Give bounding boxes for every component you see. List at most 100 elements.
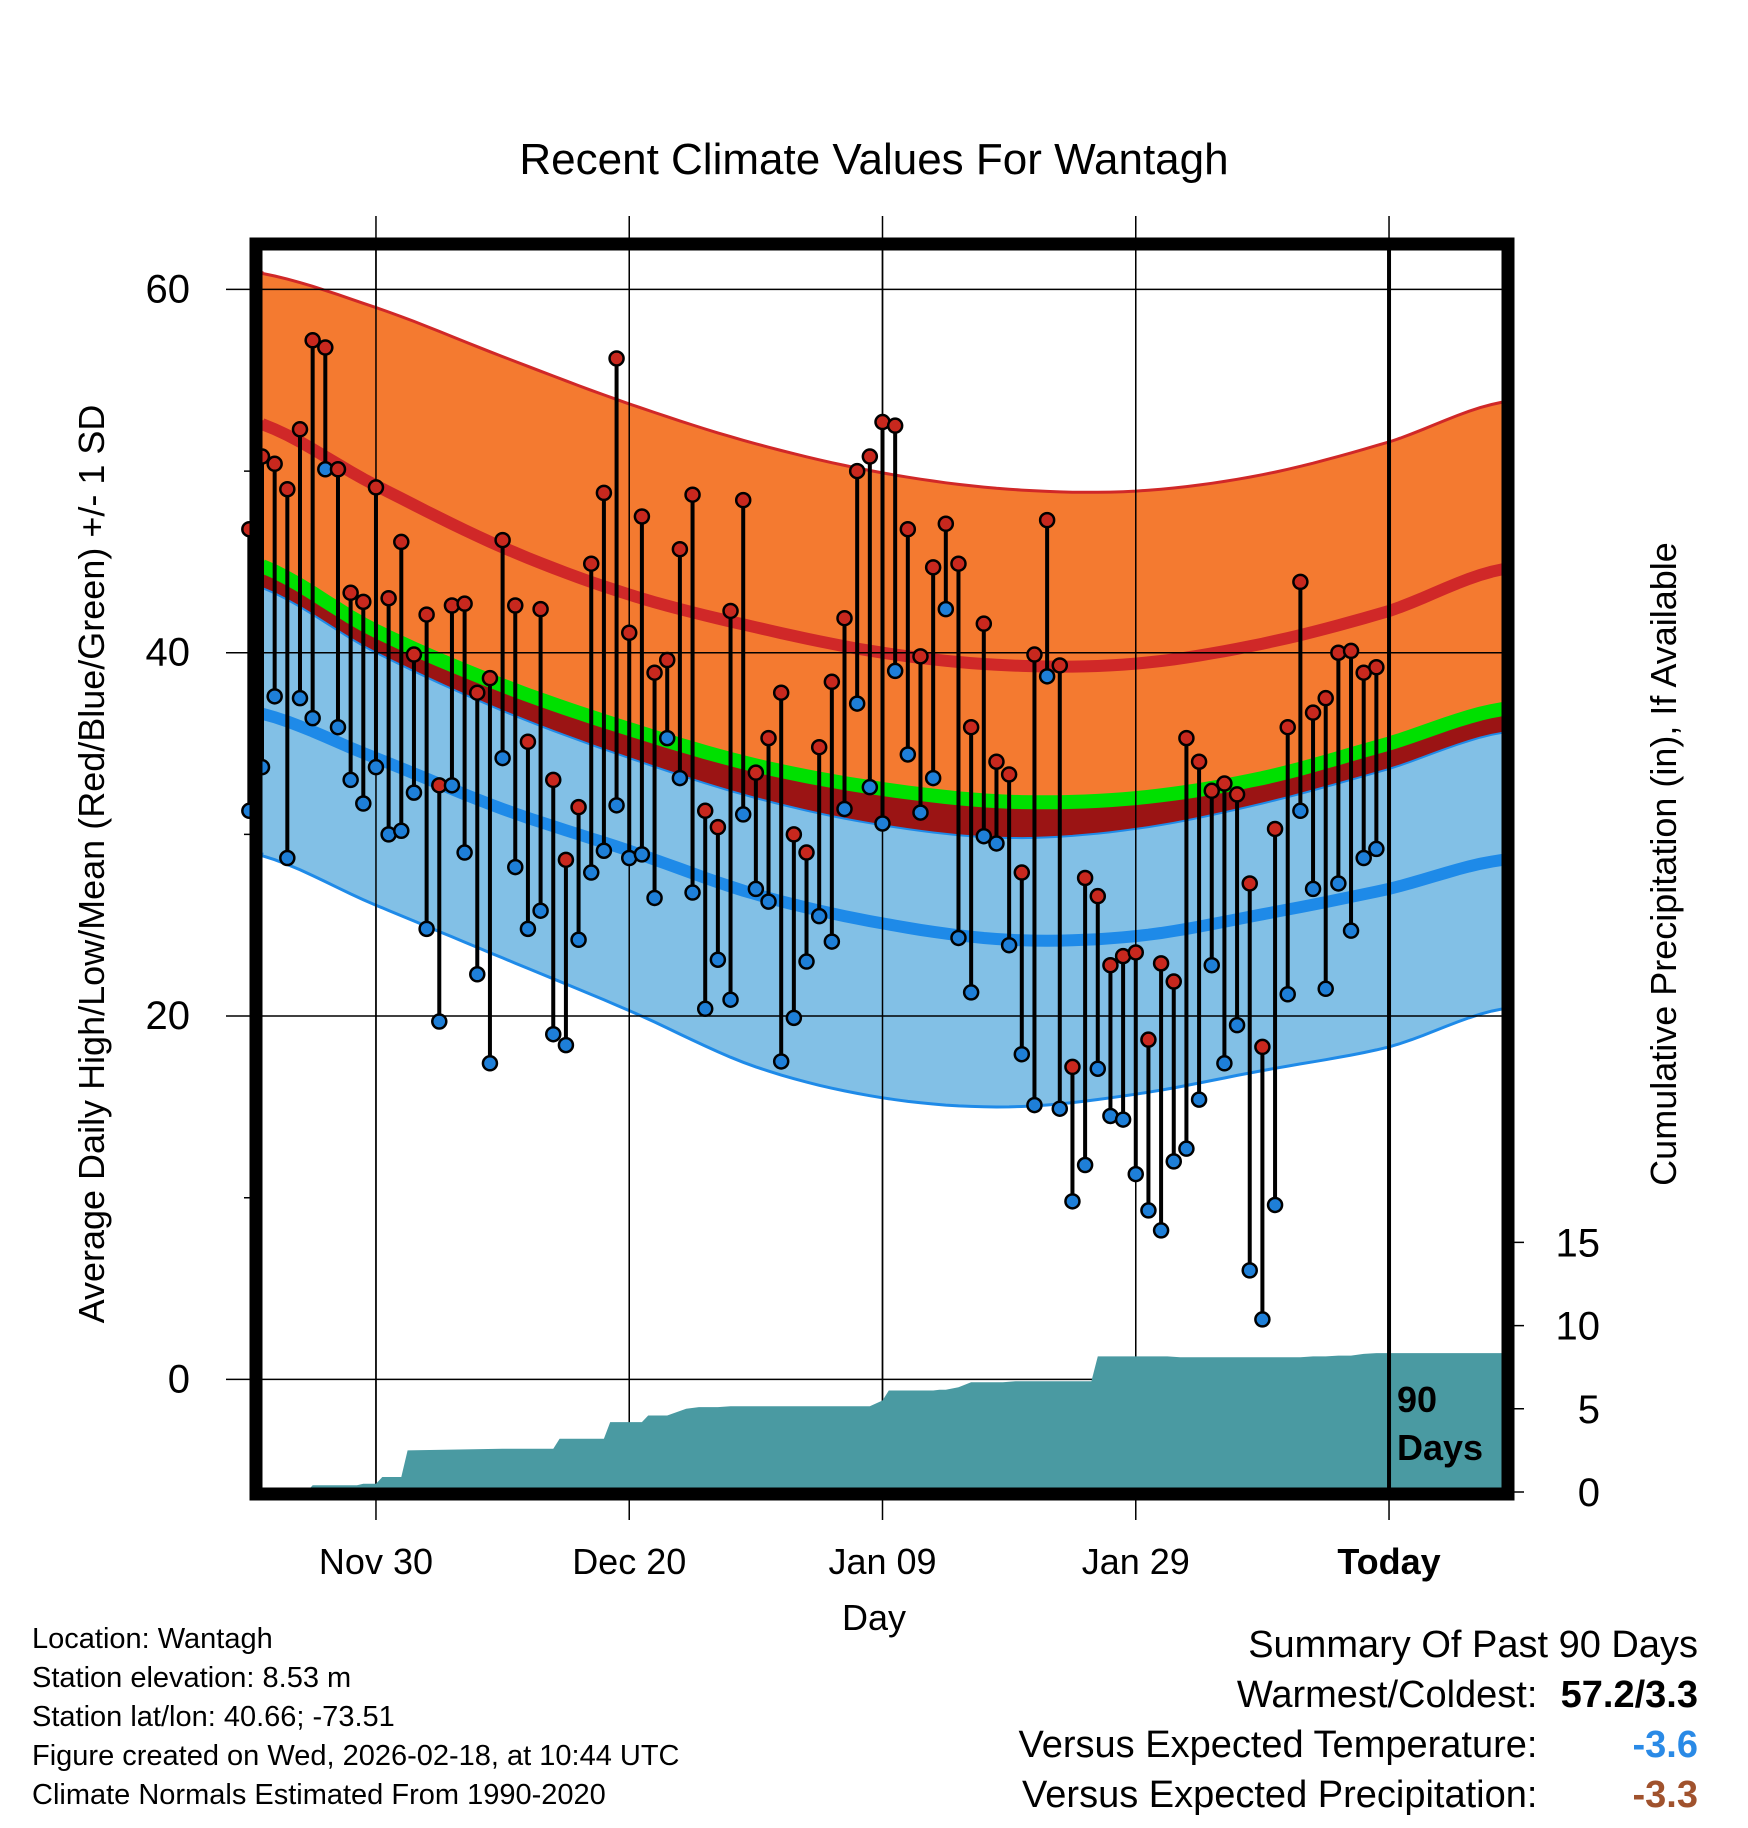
daily-high-point	[658, 651, 676, 669]
daily-low-point	[279, 849, 296, 867]
daily-low-point	[760, 893, 777, 910]
daily-low-point	[988, 835, 1005, 852]
daily-low-point	[1292, 802, 1309, 820]
daily-low-point	[937, 600, 955, 618]
daily-low-point	[1026, 1096, 1043, 1114]
daily-low-point	[1266, 1196, 1284, 1214]
daily-low-point	[456, 844, 473, 861]
temp-departure-value: -3.6	[1632, 1724, 1698, 1766]
daily-high-point	[1038, 511, 1056, 529]
daily-low-point	[874, 815, 891, 832]
daily-low-point	[1076, 1156, 1094, 1174]
summary-heading: Summary Of Past 90 Days	[1248, 1624, 1698, 1666]
daily-high-point	[620, 624, 638, 642]
daily-high-point	[798, 844, 815, 861]
daily-high-point	[1152, 955, 1170, 972]
daily-high-point	[380, 589, 397, 607]
daily-high-point	[988, 753, 1005, 770]
daily-low-point	[1140, 1202, 1157, 1219]
daily-high-point	[1216, 775, 1233, 792]
daily-low-point	[329, 718, 347, 736]
daily-low-point	[1190, 1091, 1208, 1108]
y-tick-label: 60	[146, 267, 191, 311]
daily-low-point	[810, 907, 828, 925]
x-tick-label: Nov 30	[319, 1541, 433, 1582]
daily-low-point	[443, 777, 461, 794]
daily-low-point	[1317, 980, 1334, 998]
daily-low-point	[1013, 1045, 1031, 1063]
daily-low-point	[557, 1036, 575, 1054]
y2-tick-label: 5	[1578, 1388, 1600, 1432]
daily-low-point	[418, 920, 435, 938]
daily-low-point	[912, 804, 929, 821]
tick-labels: Nov 30 Dec 20 Jan 09 Jan 29 Today 0 20 40 60 0 5 10…	[146, 267, 1601, 1582]
elevation-text: Station elevation: 8.53 m	[32, 1662, 352, 1694]
chart-title: Recent Climate Values For Wantagh	[519, 135, 1228, 184]
daily-high-point	[861, 448, 879, 465]
daily-low-point	[658, 729, 676, 747]
daily-low-point	[722, 991, 739, 1008]
daily-high-point	[1000, 766, 1018, 783]
daily-high-point	[1266, 820, 1284, 838]
daily-low-point	[899, 746, 917, 763]
daily-high-point	[405, 646, 423, 663]
daily-low-point	[772, 1053, 790, 1070]
daily-high-point	[810, 738, 828, 756]
daily-low-point	[608, 797, 625, 814]
daily-high-point	[1127, 944, 1145, 961]
daily-low-point	[304, 709, 321, 727]
temp-departure-label: Versus Expected Temperature:	[1018, 1724, 1538, 1766]
y2-axis-label: Cumulative Precipitation (in), If Availa…	[1643, 542, 1684, 1186]
daily-low-point	[507, 858, 524, 876]
daily-high-point	[772, 684, 790, 701]
daily-high-point	[1317, 689, 1334, 707]
daily-low-point	[696, 1000, 714, 1018]
daily-high-point	[1102, 956, 1119, 974]
daily-low-point	[950, 929, 967, 947]
period-label-number: 90	[1397, 1379, 1437, 1420]
daily-high-point	[1026, 646, 1043, 663]
daily-low-point	[709, 951, 727, 968]
daily-low-point	[1152, 1222, 1170, 1239]
daily-low-point	[848, 695, 866, 712]
summary-panel: Summary Of Past 90 Days Warmest/Coldest:…	[1019, 1620, 1698, 1820]
daily-low-point	[924, 769, 942, 787]
daily-high-point	[760, 729, 777, 747]
daily-low-point	[886, 662, 904, 680]
daily-high-point	[355, 593, 372, 611]
warmest-coldest-label: Warmest/Coldest:	[1236, 1674, 1538, 1716]
daily-high-point	[962, 718, 980, 736]
daily-high-point	[1304, 704, 1322, 721]
daily-low-point	[1114, 1111, 1132, 1128]
daily-high-point	[1013, 864, 1031, 881]
daily-low-point	[646, 889, 663, 907]
daily-low-point	[836, 800, 853, 818]
daily-high-point	[545, 771, 562, 789]
daily-high-point	[582, 555, 600, 572]
daily-high-point	[519, 733, 537, 750]
warmest-coldest-value: 57.2/3.3	[1560, 1674, 1698, 1716]
daily-high-point	[684, 486, 701, 503]
daily-low-point	[1241, 1262, 1258, 1279]
daily-low-point	[1127, 1165, 1145, 1183]
daily-high-point	[1241, 875, 1258, 892]
daily-high-point	[848, 462, 866, 480]
daily-low-point	[1051, 1100, 1069, 1117]
daily-high-point	[1228, 786, 1246, 803]
daily-high-point	[570, 798, 587, 816]
daily-low-point	[1254, 1311, 1271, 1328]
daily-high-point	[671, 540, 689, 558]
daily-low-point	[532, 902, 549, 919]
daily-high-point	[633, 508, 651, 525]
daily-low-point	[747, 880, 765, 898]
daily-high-point	[532, 600, 549, 618]
daily-low-point	[355, 795, 372, 812]
daily-high-point	[950, 555, 967, 572]
daily-high-point	[823, 673, 841, 691]
daily-high-point	[1140, 1031, 1157, 1048]
daily-low-point	[405, 784, 423, 801]
daily-low-point	[975, 827, 993, 845]
created-text: Figure created on Wed, 2026-02-18, at 10…	[32, 1740, 680, 1772]
y-axis-label: Average Daily High/Low/Mean (Red/Blue/Gr…	[71, 405, 112, 1324]
daily-low-point	[570, 931, 587, 949]
